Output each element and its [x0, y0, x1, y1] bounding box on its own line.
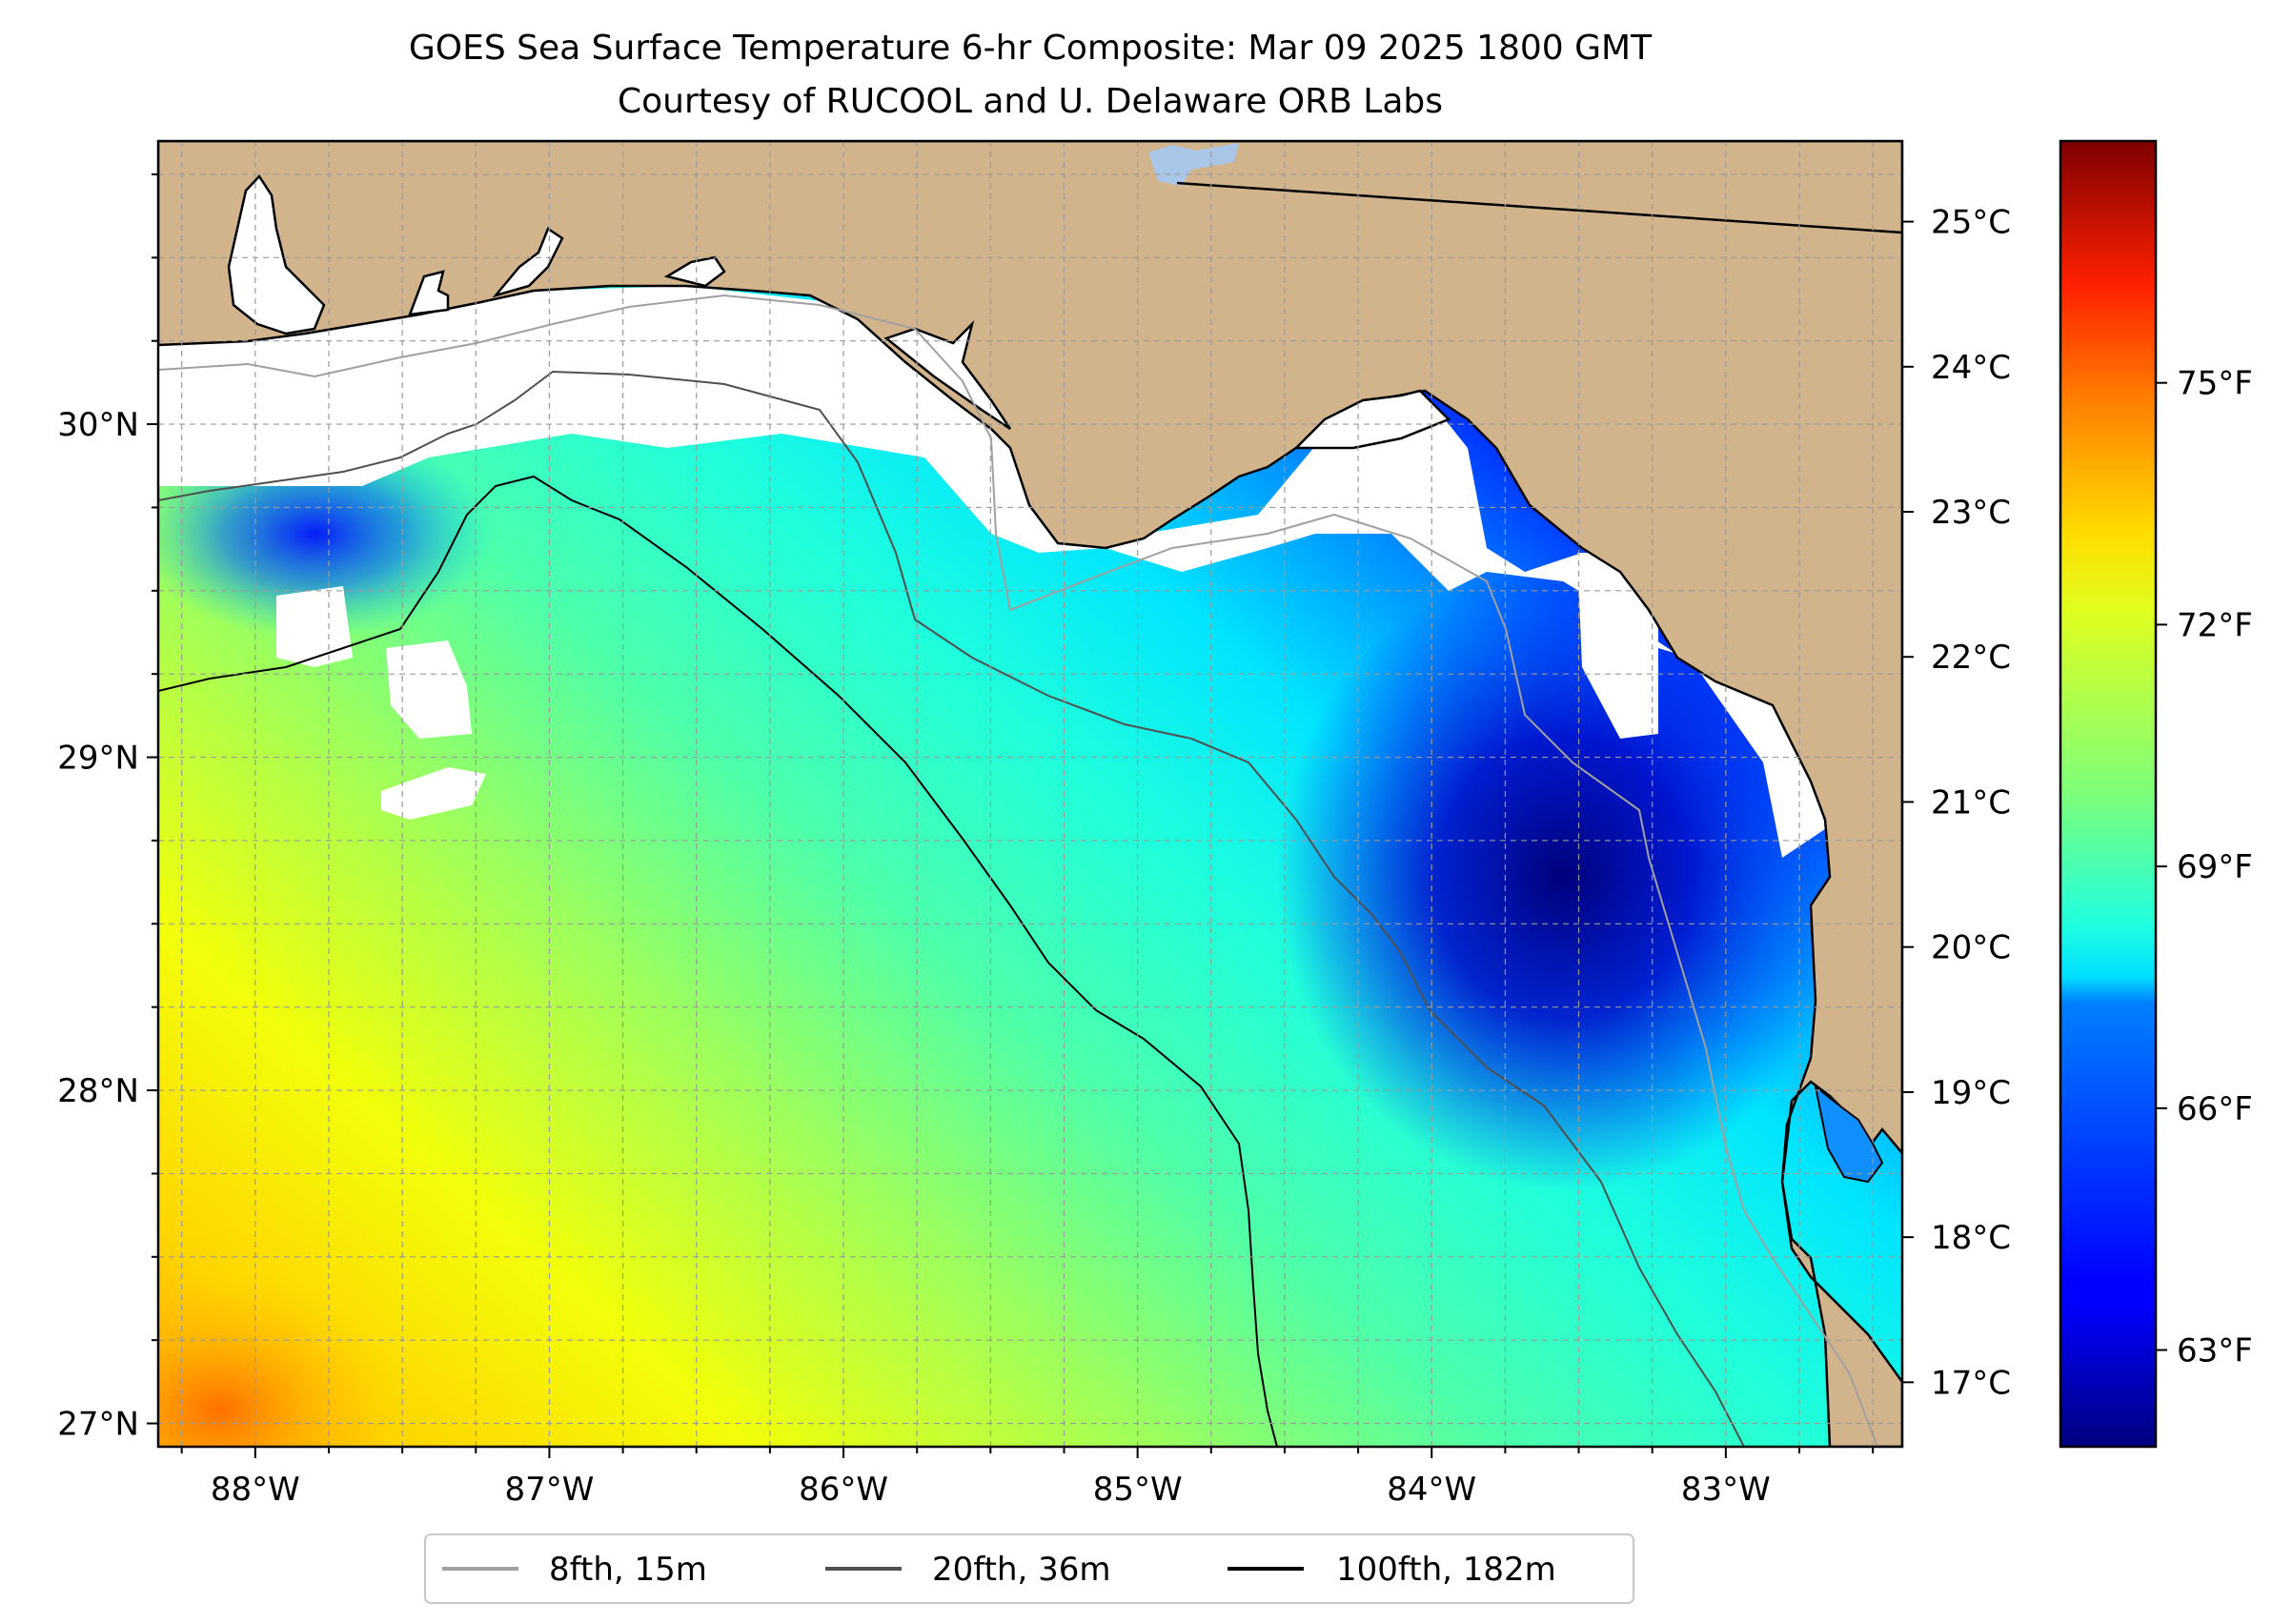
lat-tick-label: 27°N [57, 1406, 139, 1444]
apalachee-bay [1292, 389, 1451, 450]
colorbar-gradient [2059, 139, 2158, 1449]
latitude-axis: 27°N 28°N 29°N 30°N [57, 173, 158, 1444]
celsius-tick-label: 23°C [1931, 494, 2011, 532]
longitude-axis: 88°W 87°W 86°W 85°W 84°W 83°W [180, 1447, 1875, 1509]
celsius-tick-label: 21°C [1931, 783, 2011, 822]
apalachicola-bay [883, 319, 1012, 431]
map-panel [158, 141, 1902, 1447]
lat-tick-label: 30°N [57, 406, 139, 444]
legend-box [424, 1533, 1634, 1604]
lake-blue-patch [1148, 143, 1239, 186]
mobile-bay [227, 173, 326, 335]
legend-8fth-label: 8fth, 15m [549, 1551, 707, 1589]
lon-tick-label: 88°W [211, 1471, 300, 1509]
lon-tick-label: 86°W [799, 1471, 888, 1509]
celsius-tick-label: 22°C [1931, 639, 2011, 677]
celsius-tick-label: 20°C [1931, 929, 2011, 967]
colorbar-axis: 63°F 66°F 69°F 72°F 75°F [2156, 365, 2253, 1370]
colorbar-tick-label: 63°F [2177, 1332, 2253, 1370]
lon-tick-label: 84°W [1387, 1471, 1476, 1509]
sst-sw-warm-patch [158, 1268, 410, 1447]
state-border-line [1176, 181, 1902, 234]
isobath-8fth-line [158, 294, 1878, 1447]
no-data-patch-1 [276, 586, 353, 667]
celsius-tick-label: 25°C [1931, 204, 2011, 242]
celsius-tick-label: 17°C [1931, 1364, 2011, 1402]
land-mass [158, 141, 1902, 1447]
map-gridlines [158, 141, 1902, 1447]
celsius-tick-label: 18°C [1931, 1219, 2011, 1257]
lon-tick-label: 87°W [504, 1471, 594, 1509]
colorbar-tick-label: 75°F [2177, 365, 2253, 403]
lon-tick-label: 83°W [1681, 1471, 1771, 1509]
colorbar-tick-label: 69°F [2177, 848, 2253, 886]
celsius-axis: 17°C 18°C 19°C 20°C 21°C 22°C 23°C 24°C 25°C [1902, 204, 2011, 1402]
no-data-patch-4 [1577, 553, 1658, 739]
colorbar: 63°F 66°F 69°F 72°F 75°F [2059, 139, 2253, 1449]
legend-100fth-label: 100fth, 182m [1336, 1551, 1556, 1589]
choctawhatchee-bay [492, 227, 564, 298]
lat-tick-label: 28°N [57, 1072, 139, 1110]
map-title-line2: Courtesy of RUCOOL and U. Delaware ORB L… [618, 82, 1443, 121]
tampa-bay [1814, 1084, 1884, 1184]
isobath-20fth-line [158, 370, 1745, 1447]
pensacola-bay [408, 270, 450, 316]
legend-20fth-label: 20fth, 36m [932, 1551, 1111, 1589]
no-data-patch-3 [381, 767, 486, 820]
celsius-tick-label: 24°C [1931, 349, 2011, 387]
colorbar-tick-label: 66°F [2177, 1090, 2253, 1128]
isobath-legend: 8fth, 15m 20fth, 36m 100fth, 182m [424, 1533, 1634, 1604]
lat-tick-label: 29°N [57, 740, 139, 778]
st-andrew-bay [663, 255, 726, 288]
colorbar-tick-label: 72°F [2177, 606, 2253, 644]
lon-tick-label: 85°W [1093, 1471, 1183, 1509]
celsius-tick-label: 19°C [1931, 1074, 2011, 1112]
no-data-patch-2 [386, 640, 472, 739]
isobath-100fth-line [158, 475, 1278, 1447]
map-frame [156, 139, 1904, 1449]
map-title-line1: GOES Sea Surface Temperature 6-hr Compos… [409, 29, 1653, 68]
sst-cold-core [1277, 562, 1849, 1191]
